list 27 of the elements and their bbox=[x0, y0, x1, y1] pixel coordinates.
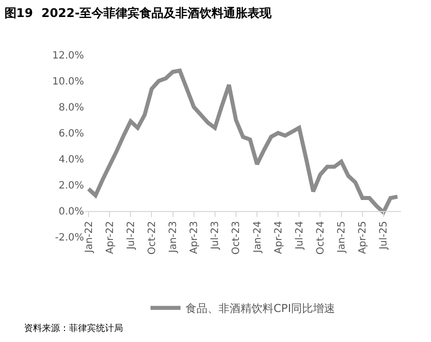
x-tick-label: Jul-25 bbox=[378, 221, 390, 250]
x-tick-label: Apr-22 bbox=[104, 221, 116, 254]
legend-label: 食品、非酒精饮料CPI同比增速 bbox=[186, 302, 336, 316]
x-tick-label: Jul-24 bbox=[294, 221, 306, 250]
y-tick-label: 0.0% bbox=[58, 206, 84, 218]
x-tick-label: Apr-23 bbox=[189, 221, 200, 254]
x-tick-label: Oct-24 bbox=[315, 221, 326, 255]
x-tick-label: Jul-22 bbox=[126, 221, 137, 250]
x-tick-label: Oct-22 bbox=[146, 221, 158, 255]
x-tick-label: Jan-24 bbox=[252, 221, 264, 254]
x-tick-label: Jan-22 bbox=[84, 221, 95, 254]
y-tick-label: -2.0% bbox=[54, 232, 84, 244]
x-tick-label: Jul-23 bbox=[210, 221, 222, 250]
line-series bbox=[86, 68, 400, 214]
x-tick-label: Oct-23 bbox=[231, 221, 242, 255]
y-tick-label: 6.0% bbox=[58, 128, 84, 140]
y-tick-label: 8.0% bbox=[58, 102, 84, 114]
y-tick-label: 2.0% bbox=[58, 180, 84, 192]
chart-title: 图19 2022-至今菲律宾食品及非酒饮料通胀表现 bbox=[4, 6, 273, 20]
text: 资料来源：菲律宾统计局 bbox=[24, 323, 123, 334]
x-tick-label: Jan-25 bbox=[336, 221, 348, 254]
y-tick-label: 4.0% bbox=[58, 154, 84, 166]
x-tick-label: Apr-24 bbox=[273, 221, 284, 254]
y-tick-label: 10.0% bbox=[52, 76, 84, 88]
x-tick-label: Jan-23 bbox=[168, 221, 180, 254]
y-tick-label: 12.0% bbox=[52, 50, 84, 62]
x-tick-label: Apr-25 bbox=[358, 221, 369, 254]
